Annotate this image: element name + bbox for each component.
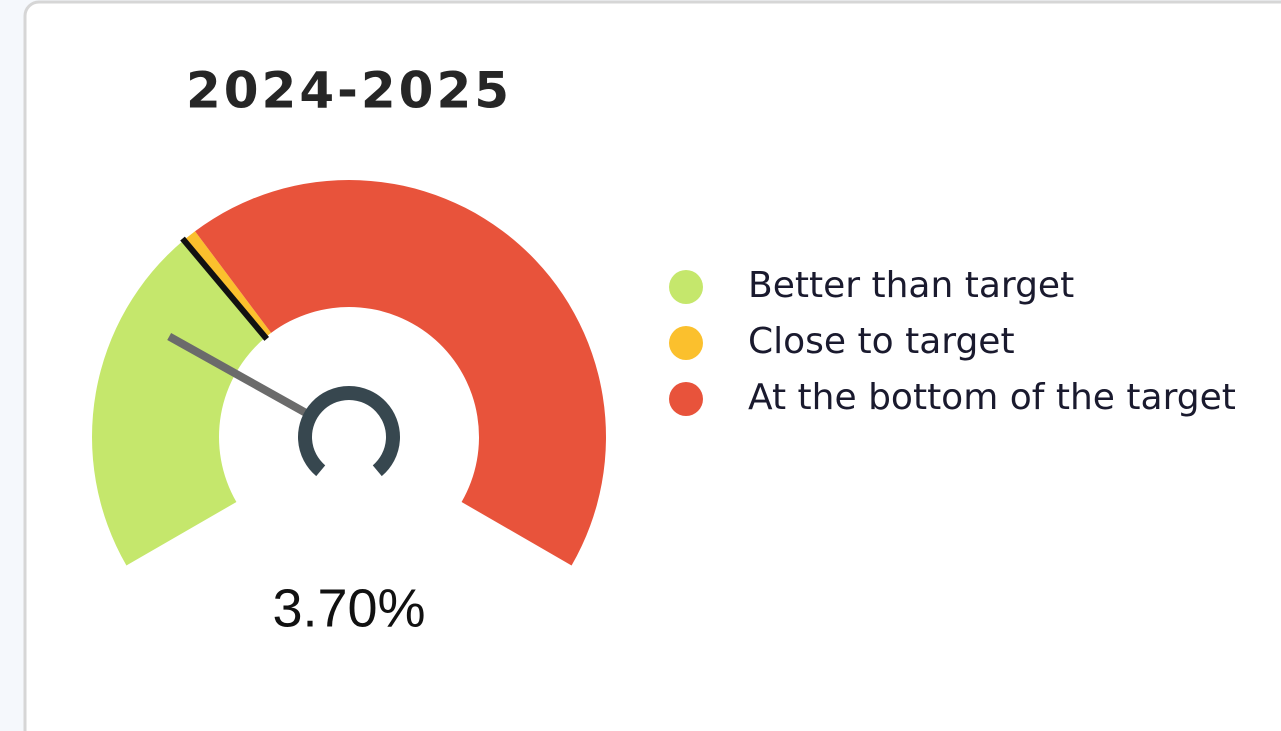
gauge-band <box>91 240 266 566</box>
needle-hub <box>298 386 400 477</box>
needle <box>167 333 317 421</box>
value-label: 3.70% <box>272 578 425 638</box>
gauge-band <box>195 179 607 566</box>
legend-label: Better than target <box>748 265 1074 306</box>
legend-label: At the bottom of the target <box>748 377 1236 418</box>
target-marker <box>180 236 270 341</box>
legend-marker <box>669 326 703 360</box>
legend-marker <box>669 270 703 304</box>
chart-title: 2024-2025 <box>186 62 512 120</box>
legend-marker <box>669 382 703 416</box>
legend-label: Close to target <box>748 321 1015 362</box>
gauge-band <box>183 231 272 338</box>
